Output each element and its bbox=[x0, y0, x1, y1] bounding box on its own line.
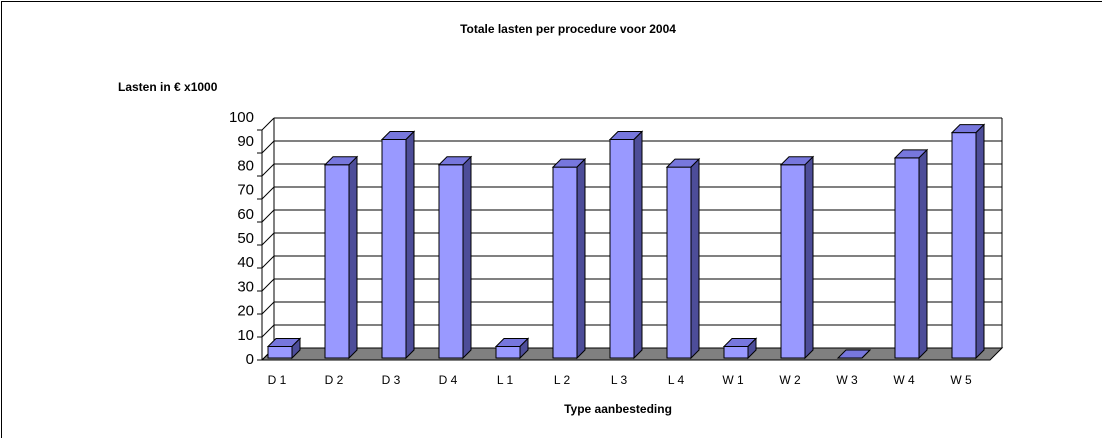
bar-side bbox=[633, 130, 643, 360]
y-tick-label: 100 bbox=[229, 109, 254, 126]
x-tick-label: W 4 bbox=[893, 373, 915, 387]
bar-side bbox=[918, 148, 928, 360]
y-tick-label: 50 bbox=[237, 230, 254, 247]
bar bbox=[494, 337, 530, 360]
x-tick-label: D 1 bbox=[268, 373, 287, 387]
grid-line-side bbox=[261, 209, 275, 223]
grid-line-side bbox=[261, 186, 275, 200]
bar bbox=[893, 148, 929, 360]
bar-front bbox=[552, 166, 578, 359]
bar-front bbox=[381, 139, 407, 359]
grid-line-side bbox=[261, 255, 275, 269]
bar-side bbox=[975, 123, 985, 360]
x-tick-label: L 3 bbox=[611, 373, 628, 387]
bar bbox=[608, 130, 644, 360]
bar-front bbox=[780, 164, 806, 359]
bar-front bbox=[438, 164, 464, 359]
x-tick-label: L 4 bbox=[668, 373, 685, 387]
y-tick-label: 80 bbox=[237, 157, 254, 174]
grid-line-side bbox=[261, 324, 275, 338]
bar-side bbox=[405, 130, 415, 360]
bar-front bbox=[267, 346, 293, 359]
chart-title: Totale lasten per procedure voor 2004 bbox=[460, 22, 676, 36]
bar-front bbox=[951, 132, 977, 359]
bar-front bbox=[666, 166, 692, 359]
y-tick-label: 40 bbox=[237, 254, 254, 271]
grid-line-side bbox=[261, 232, 275, 246]
x-tick-label: L 2 bbox=[554, 373, 571, 387]
y-tick-label: 0 bbox=[246, 351, 254, 368]
y-tick-label: 60 bbox=[237, 206, 254, 223]
y-tick-label: 30 bbox=[237, 278, 254, 295]
bar bbox=[950, 123, 986, 360]
bar bbox=[779, 155, 815, 360]
bar-side bbox=[291, 337, 301, 360]
bar bbox=[836, 349, 872, 359]
grid-line-side bbox=[261, 278, 275, 292]
bar bbox=[437, 155, 473, 360]
bar-front bbox=[723, 346, 749, 359]
bar-side bbox=[348, 155, 358, 360]
x-tick-label: D 4 bbox=[439, 373, 458, 387]
grid-line-side bbox=[261, 117, 275, 131]
bar bbox=[665, 157, 701, 360]
x-tick-label: W 2 bbox=[779, 373, 801, 387]
bar-front bbox=[324, 164, 350, 359]
bar-side bbox=[747, 337, 757, 360]
grid-line-side bbox=[261, 301, 275, 315]
grid-line-side bbox=[261, 163, 275, 177]
x-tick-label: W 1 bbox=[722, 373, 744, 387]
x-tick-label: L 1 bbox=[497, 373, 514, 387]
bar bbox=[551, 157, 587, 360]
bar bbox=[266, 337, 302, 360]
y-tick-label: 10 bbox=[237, 327, 254, 344]
bar bbox=[380, 130, 416, 360]
bar-front bbox=[894, 157, 920, 359]
bar-side bbox=[576, 157, 586, 360]
y-tick-label: 20 bbox=[237, 303, 254, 320]
y-axis-title: Lasten in € x1000 bbox=[118, 80, 218, 94]
bar-front bbox=[609, 139, 635, 359]
bar-side bbox=[462, 155, 472, 360]
x-axis-title: Type aanbesteding bbox=[564, 402, 672, 416]
bar-front bbox=[495, 346, 521, 359]
x-tick-label: D 3 bbox=[382, 373, 401, 387]
grid-line-side bbox=[261, 140, 275, 154]
bar-side bbox=[804, 155, 814, 360]
x-tick-label: W 5 bbox=[950, 373, 972, 387]
bar bbox=[323, 155, 359, 360]
bar-side bbox=[690, 157, 700, 360]
y-tick-label: 70 bbox=[237, 182, 254, 199]
bar bbox=[722, 337, 758, 360]
x-tick-label: D 2 bbox=[325, 373, 344, 387]
bar-side bbox=[861, 349, 871, 359]
y-tick-label: 90 bbox=[237, 133, 254, 150]
x-tick-label: W 3 bbox=[836, 373, 858, 387]
bar-side bbox=[519, 337, 529, 360]
